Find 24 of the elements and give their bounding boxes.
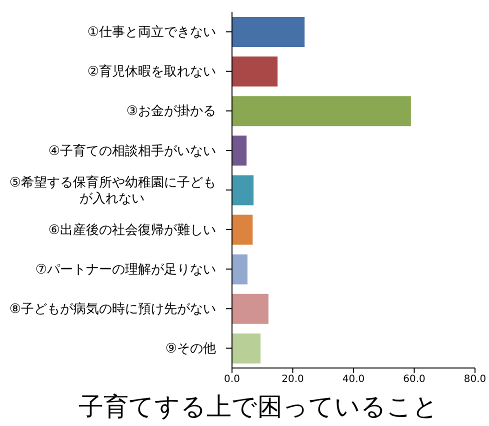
x-tick-label: 20.0	[282, 374, 304, 386]
x-tick-label: 60.0	[403, 374, 426, 386]
y-tick-label: ⑤希望する保育所や幼稚園に子どもが入れない	[9, 174, 216, 206]
x-tick-label: 40.0	[342, 374, 365, 386]
y-tick-label: ⑦パートナーの理解が足りない	[35, 262, 216, 278]
bar	[232, 294, 268, 324]
bar	[232, 17, 305, 47]
x-tick-label: 0.0	[224, 374, 240, 386]
y-tick-label: ②育児休暇を取れない	[87, 64, 216, 80]
bar	[232, 56, 278, 87]
x-tick-label: 80.0	[464, 374, 486, 386]
y-tick-label: ①仕事と両立できない	[87, 24, 216, 40]
text: 子育てする上で困っていること	[78, 391, 440, 423]
bar	[232, 333, 261, 364]
y-tick-label: ③お金が掛かる	[126, 104, 216, 120]
bar	[232, 254, 248, 284]
bar	[232, 136, 247, 166]
y-tick-label: ⑥出産後の社会復帰が難しい	[48, 222, 216, 238]
bar	[232, 175, 254, 206]
bar	[232, 96, 411, 126]
bar	[232, 214, 253, 245]
y-tick-label: ⑨その他	[165, 342, 216, 357]
y-tick-label: ④子育ての相談相手がいない	[48, 142, 216, 159]
y-tick-label: ⑧子どもが病気の時に預け先がない	[9, 302, 216, 317]
